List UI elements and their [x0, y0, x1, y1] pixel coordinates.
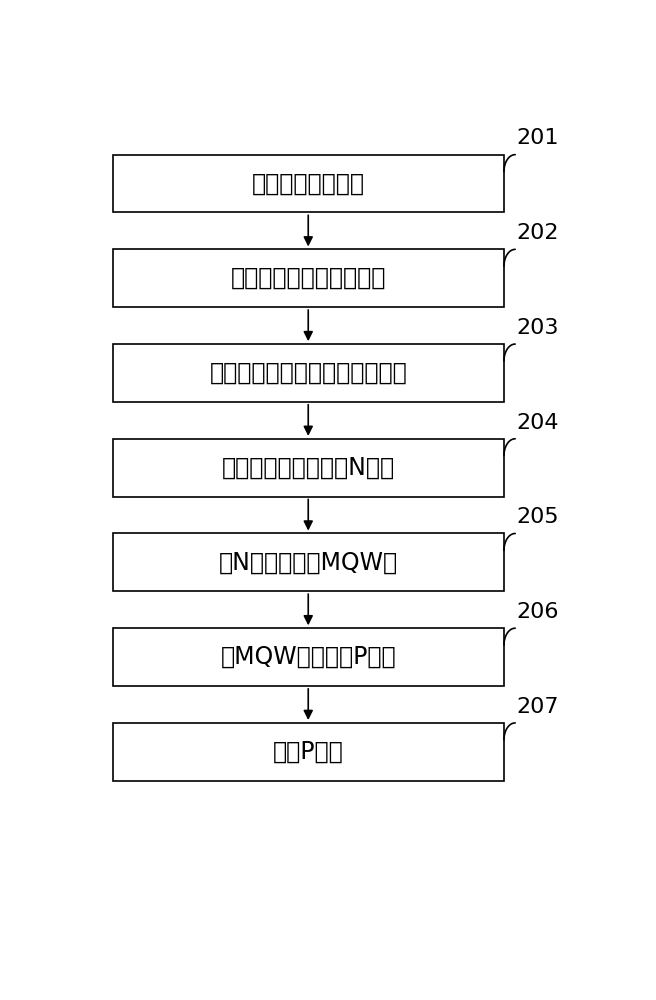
Text: 205: 205 [517, 507, 560, 527]
Text: 在N型层上生长MQW层: 在N型层上生长MQW层 [218, 550, 398, 574]
Text: 在衬底上生长低温缓冲层: 在衬底上生长低温缓冲层 [230, 266, 386, 290]
Bar [113, 344, 504, 402]
Bar [113, 249, 504, 307]
Text: 在高温缓冲层上生长N型层: 在高温缓冲层上生长N型层 [222, 456, 395, 480]
Text: 203: 203 [517, 318, 559, 338]
Bar [113, 439, 504, 497]
Text: 204: 204 [517, 413, 559, 433]
Bar [113, 628, 504, 686]
Bar [113, 533, 504, 591]
Bar [113, 723, 504, 781]
Text: 201: 201 [517, 128, 559, 148]
Text: 活化P型层: 活化P型层 [273, 740, 344, 764]
Text: 206: 206 [517, 602, 559, 622]
Bar [113, 155, 504, 212]
Text: 在MQW层上生长P型层: 在MQW层上生长P型层 [220, 645, 396, 669]
Text: 207: 207 [517, 697, 559, 717]
Text: 在低温缓冲层上生长高温缓冲层: 在低温缓冲层上生长高温缓冲层 [209, 361, 407, 385]
Text: 202: 202 [517, 223, 559, 243]
Text: 对衬底进行预处理: 对衬底进行预处理 [252, 172, 365, 196]
